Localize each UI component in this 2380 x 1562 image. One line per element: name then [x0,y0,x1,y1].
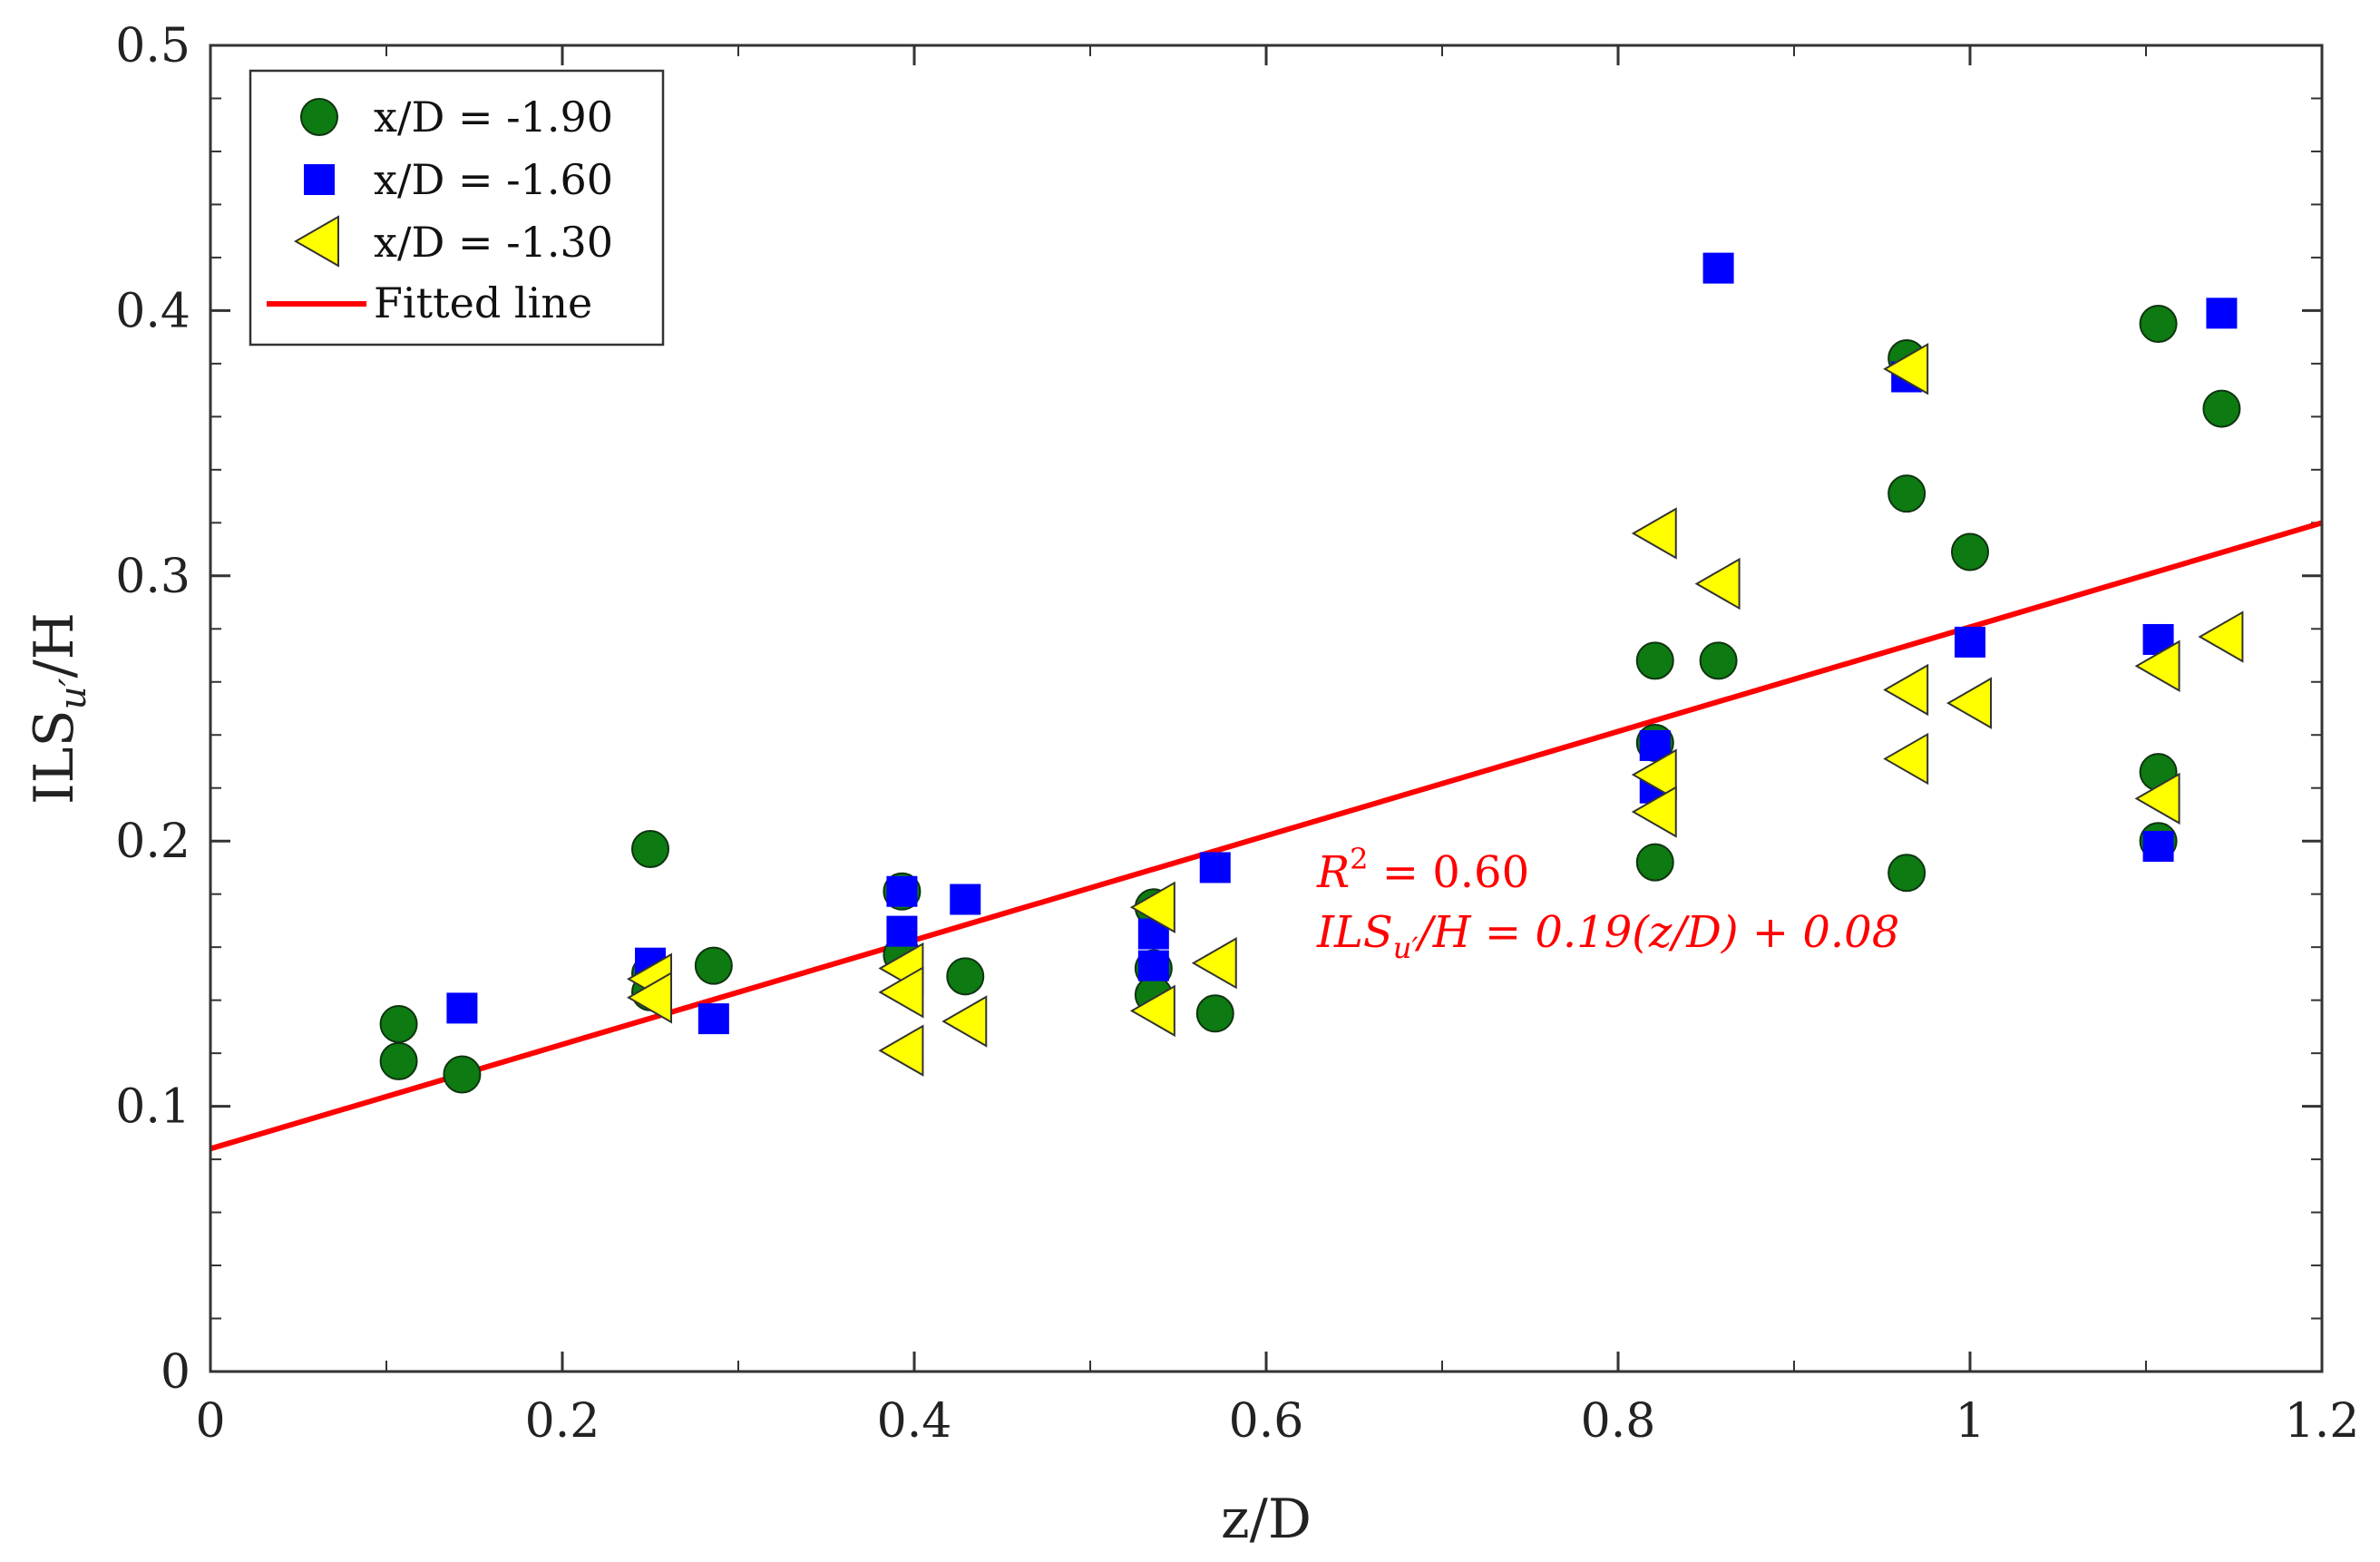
data-point-circle [1887,474,1926,513]
legend-marker-triangle [293,215,339,268]
data-point-square [446,992,478,1024]
x-tick-label: 0.8 [1581,1394,1656,1449]
legend: x/D = -1.90 x/D = -1.60 x/D = -1.30 Fitt… [249,69,665,347]
data-points [379,252,2244,1094]
x-axis-title: z/D [1221,1488,1312,1551]
data-point-triangle [2134,639,2180,692]
data-point-triangle [878,966,924,1019]
data-point-triangle [1694,557,1741,610]
y-tick-label: 0 [161,1345,190,1400]
data-point-square [2206,298,2238,329]
data-point-circle [1635,843,1674,882]
data-point-triangle [1946,677,1992,729]
y-tick-label: 0.4 [115,284,190,338]
data-point-triangle [1191,936,1237,990]
data-point-circle [631,829,669,868]
data-point-circle [2139,305,2178,344]
y-tick-label: 0.1 [115,1080,190,1135]
x-tick-label: 0 [195,1394,225,1449]
data-point-circle [379,1041,418,1080]
legend-label-series-2: x/D = -1.60 [374,155,613,204]
data-point-circle [1699,641,1738,680]
data-point-triangle [941,995,988,1048]
data-point-triangle [878,1024,924,1077]
data-point-triangle [1631,507,1677,560]
data-point-circle [1887,854,1926,893]
x-tick-label: 1.2 [2285,1394,2360,1449]
data-point-circle [1951,532,1989,571]
x-tick-label: 0.6 [1229,1394,1304,1449]
y-tick-label: 0.2 [115,815,190,869]
series-3 [626,343,2244,1077]
fit-annotation: R2 = 0.60 ILSu′/H = 0.19(z/D) + 0.08 [1316,842,1899,965]
plot-frame [209,44,2324,1373]
data-point-square [1955,626,1985,658]
data-point-square [950,884,981,915]
legend-label-series-3: x/D = -1.30 [374,218,613,267]
data-point-circle [946,957,985,996]
data-point-circle [1635,641,1674,680]
data-point-square [886,875,918,907]
data-point-triangle [1883,663,1929,717]
data-point-square [697,1003,729,1035]
data-point-square [2142,831,2174,863]
data-point-triangle [1129,881,1175,934]
r-squared-symbol: R [1316,847,1350,898]
r-squared-value: = 0.60 [1369,847,1530,898]
data-point-triangle [1883,732,1929,786]
legend-marker-square [304,164,335,195]
r-squared-label: R2 = 0.60 [1316,842,1529,898]
data-point-square [1137,950,1169,981]
data-point-triangle [1631,786,1677,838]
fitted-line [210,520,2323,1152]
y-axis-title-tail: /H [23,612,86,678]
r-squared-power: 2 [1350,842,1368,876]
fit-equation-prefix: ILS [1316,907,1393,958]
data-point-triangle [2198,610,2244,663]
data-point-triangle [1883,343,1929,395]
fitted-line-layer [210,520,2323,1152]
x-tick-label: 1 [1955,1394,1985,1449]
tick-labels: 0 0.2 0.4 0.6 0.8 1 1.2 0 0.1 0.2 0.3 0.4 0.5 [115,19,2359,1449]
data-point-circle [2202,389,2241,428]
y-axis-title-subscript: u′ [53,678,94,710]
fit-equation-label: ILSu′/H = 0.19(z/D) + 0.08 [1316,907,1899,965]
data-point-triangle [1129,984,1175,1038]
y-tick-label: 0.5 [115,19,190,73]
data-point-square [886,915,918,947]
data-point-square [1199,852,1231,884]
x-tick-label: 0.4 [877,1394,952,1449]
data-point-circle [694,946,733,985]
legend-marker-circle [300,98,338,136]
y-axis-title: ILSu′/H [23,612,94,805]
legend-label-fitted-line: Fitted line [374,278,592,327]
data-point-triangle [1631,748,1677,801]
y-axis-title-main: ILS [23,709,86,805]
data-point-circle [443,1055,482,1094]
y-tick-label: 0.3 [115,550,190,604]
fit-equation-subscript: u′ [1393,931,1419,965]
legend-label-series-1: x/D = -1.90 [374,93,613,142]
data-point-triangle [2134,772,2180,825]
fit-equation-rest: /H = 0.19(z/D) + 0.08 [1415,907,1900,958]
data-point-circle [379,1004,418,1043]
data-point-circle [1195,994,1234,1033]
data-point-triangle [626,971,672,1024]
x-tick-label: 0.2 [525,1394,600,1449]
data-point-square [1702,252,1734,284]
